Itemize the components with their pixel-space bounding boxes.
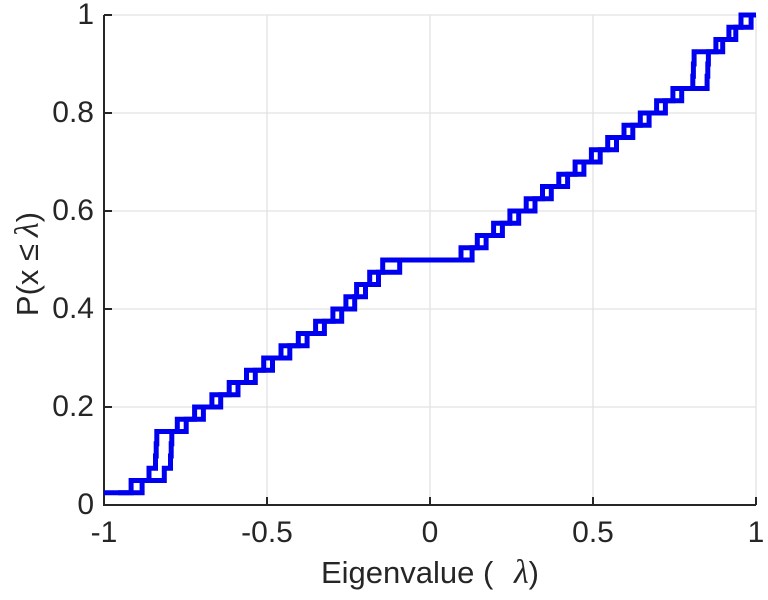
lambda-symbol: λ (9, 222, 46, 237)
x-tick-label: 1 (747, 516, 765, 549)
y-tick-label: 0 (77, 488, 94, 521)
x-axis-label: Eigenvalue ( λ) (104, 556, 756, 590)
y-axis-label-close-paren: ) (10, 211, 45, 223)
y-tick-label: 0.8 (52, 96, 94, 129)
x-axis-label-text: Eigenvalue ( (320, 555, 502, 590)
x-tick-label: 0.5 (572, 516, 614, 549)
y-tick-label: 1 (77, 0, 94, 31)
y-tick-label: 0.4 (52, 292, 94, 325)
x-tick-label: -1 (90, 516, 118, 549)
y-tick-label: 0.6 (52, 194, 94, 227)
eigenvalue-cdf-2-line (118, 12, 756, 496)
y-axis-label: P(x ≤ λ) (9, 211, 46, 317)
x-tick-label: 0 (421, 516, 439, 549)
x-tick-label: -0.5 (241, 516, 293, 549)
y-tick-label: 0.2 (52, 390, 94, 423)
y-axis-label-text: P(x ≤ (10, 243, 45, 317)
lambda-symbol: λ (513, 554, 529, 591)
x-axis-label-close-paren: ) (528, 555, 539, 590)
